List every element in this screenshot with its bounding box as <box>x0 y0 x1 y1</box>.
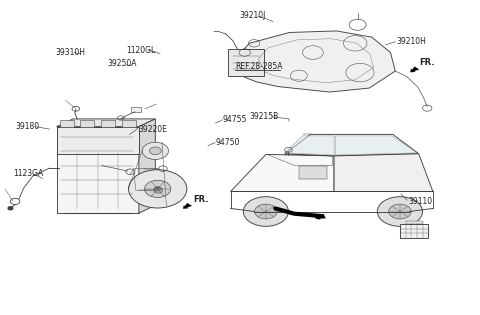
Bar <box>57 127 139 213</box>
Circle shape <box>243 197 288 226</box>
Text: 39310H: 39310H <box>56 48 85 57</box>
Polygon shape <box>410 66 419 72</box>
Text: FR.: FR. <box>193 195 208 204</box>
Polygon shape <box>315 214 326 220</box>
Text: 94750: 94750 <box>216 138 240 147</box>
Bar <box>400 224 428 238</box>
Circle shape <box>8 207 13 210</box>
Circle shape <box>389 204 411 219</box>
Polygon shape <box>334 154 433 192</box>
Polygon shape <box>230 154 334 192</box>
Text: FR.: FR. <box>420 58 435 67</box>
Bar <box>101 120 115 127</box>
Bar <box>80 120 95 127</box>
Bar <box>121 120 136 127</box>
Polygon shape <box>235 31 395 92</box>
Circle shape <box>142 142 168 159</box>
Bar <box>228 49 264 76</box>
Bar <box>299 166 327 179</box>
Text: 39110: 39110 <box>408 197 432 206</box>
Text: 1120GL: 1120GL <box>126 46 156 54</box>
Circle shape <box>129 170 187 208</box>
Circle shape <box>144 180 171 198</box>
Bar <box>131 107 142 112</box>
Polygon shape <box>336 136 417 155</box>
Text: 1123GA: 1123GA <box>13 169 44 178</box>
Text: 39250A: 39250A <box>108 59 137 67</box>
Circle shape <box>149 147 161 155</box>
Circle shape <box>254 204 277 219</box>
Text: 39220E: 39220E <box>139 125 168 134</box>
Text: 39210J: 39210J <box>239 11 265 20</box>
Text: 39215B: 39215B <box>250 112 279 121</box>
Polygon shape <box>139 119 156 213</box>
Circle shape <box>154 186 161 191</box>
Polygon shape <box>285 134 419 156</box>
Bar <box>60 120 74 127</box>
Bar <box>57 127 139 154</box>
Text: REF.28-285A: REF.28-285A <box>235 62 283 71</box>
Bar <box>406 221 422 224</box>
Polygon shape <box>183 203 192 209</box>
Circle shape <box>377 197 422 226</box>
Text: 94755: 94755 <box>223 115 247 124</box>
Text: 39180: 39180 <box>15 122 39 130</box>
Polygon shape <box>57 119 156 127</box>
Text: 39210H: 39210H <box>396 37 426 46</box>
Polygon shape <box>285 136 334 155</box>
